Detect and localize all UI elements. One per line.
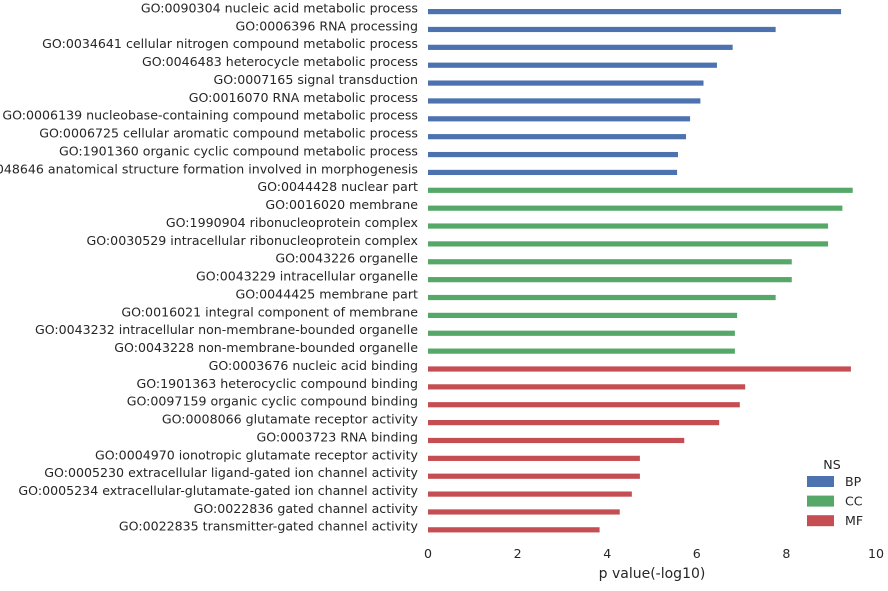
x-tick-label: 4 xyxy=(603,546,611,561)
category-label: GO:0044425 membrane part xyxy=(235,286,418,301)
category-label: GO:0034641 cellular nitrogen compound me… xyxy=(42,36,418,51)
bar-cc xyxy=(428,277,792,283)
bar-mf xyxy=(428,437,685,444)
x-tick-label: 8 xyxy=(782,546,790,561)
category-label: GO:0043232 intracellular non-membrane-bo… xyxy=(35,322,418,337)
bar-mf xyxy=(428,420,720,426)
category-label: GO:0044428 nuclear part xyxy=(257,179,418,194)
bar-cc xyxy=(428,241,829,247)
bar-mf xyxy=(428,384,746,390)
x-tick-label: 0 xyxy=(424,546,432,561)
bar-bp xyxy=(428,151,678,158)
x-tick-label: 10 xyxy=(868,546,884,561)
category-label: GO:0043229 intracellular organelle xyxy=(196,269,418,284)
category-label: GO:0008066 glutamate receptor activity xyxy=(162,412,419,427)
legend-label: MF xyxy=(845,513,863,528)
category-label: GO:0006396 RNA processing xyxy=(236,18,418,33)
bar-bp xyxy=(428,134,687,140)
bar-cc xyxy=(428,330,735,336)
category-label: GO:0090304 nucleic acid metabolic proces… xyxy=(141,1,418,16)
legend-label: CC xyxy=(845,494,863,509)
legend-title: NS xyxy=(823,457,840,472)
category-label: GO:0022835 transmitter-gated channel act… xyxy=(119,519,419,534)
category-label: GO:0043228 non-membrane-bounded organell… xyxy=(114,340,418,355)
legend-swatch-cc xyxy=(807,495,834,507)
bar-mf xyxy=(428,455,640,461)
category-label: GO:0006725 cellular aromatic compound me… xyxy=(39,126,418,141)
bar-bp xyxy=(428,98,701,104)
bar-cc xyxy=(428,223,829,229)
bar-bp xyxy=(428,169,678,176)
bar-bp xyxy=(428,9,842,15)
bar-mf xyxy=(428,473,640,479)
legend-swatch-bp xyxy=(807,476,834,487)
bar-mf xyxy=(428,491,632,497)
bar-mf xyxy=(428,509,620,515)
category-label: GO:1990904 ribonucleoprotein complex xyxy=(166,215,419,230)
bar-mf xyxy=(428,527,600,533)
bar-bp xyxy=(428,116,691,122)
category-label: GO:0030529 intracellular ribonucleoprote… xyxy=(86,233,418,248)
bar-mf xyxy=(428,366,851,372)
bar-cc xyxy=(428,205,843,211)
category-label: GO:0016070 RNA metabolic process xyxy=(189,90,418,105)
category-label: GO:0003676 nucleic acid binding xyxy=(209,358,418,373)
bar-mf xyxy=(428,402,740,408)
category-label: GO:0046483 heterocycle metabolic process xyxy=(142,54,418,69)
bar-cc xyxy=(428,312,738,318)
bar-bp xyxy=(428,44,733,50)
category-label: GO:0005234 extracellular-glutamate-gated… xyxy=(18,483,418,498)
x-tick-label: 2 xyxy=(514,546,522,561)
category-label: GO:0048646 anatomical structure formatio… xyxy=(0,161,418,176)
category-label: GO:1901360 organic cyclic compound metab… xyxy=(59,143,418,158)
bar-bp xyxy=(428,26,776,33)
bar-cc xyxy=(428,259,792,265)
category-label: GO:1901363 heterocyclic compound binding xyxy=(136,376,418,391)
category-label: GO:0004970 ionotropic glutamate receptor… xyxy=(95,447,419,462)
bar-cc xyxy=(428,348,735,354)
bar-cc xyxy=(428,294,776,301)
category-label: GO:0043226 organelle xyxy=(275,251,418,266)
bar-cc xyxy=(428,187,853,193)
category-label: GO:0022836 gated channel activity xyxy=(194,501,419,516)
category-label: GO:0006139 nucleobase-containing compoun… xyxy=(2,108,418,123)
category-label: GO:0016021 integral component of membran… xyxy=(121,304,418,319)
category-label: GO:0007165 signal transduction xyxy=(214,72,418,87)
bar-bp xyxy=(428,80,704,86)
legend-label: BP xyxy=(845,474,862,489)
category-label: GO:0016020 membrane xyxy=(265,197,418,212)
x-tick-label: 6 xyxy=(693,546,701,561)
bar-bp xyxy=(428,62,717,68)
category-label: GO:0003723 RNA binding xyxy=(256,429,418,444)
category-label: GO:0097159 organic cyclic compound bindi… xyxy=(127,394,418,409)
category-label: GO:0005230 extracellular ligand-gated io… xyxy=(44,465,418,480)
legend-swatch-mf xyxy=(807,515,834,527)
x-axis-label: p value(-log10) xyxy=(599,566,706,582)
